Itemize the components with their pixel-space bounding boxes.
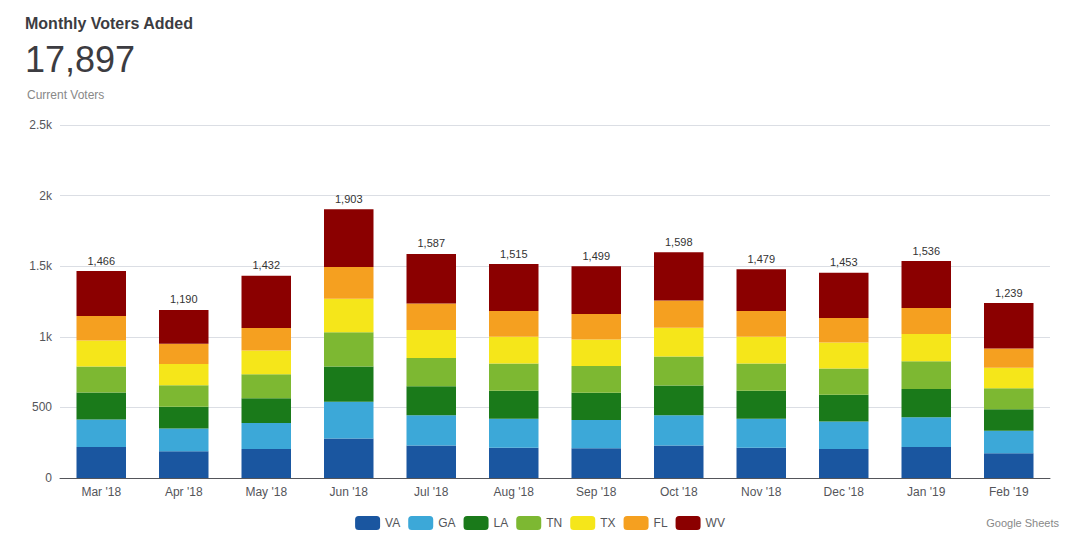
svg-text:Jan '19: Jan '19	[907, 485, 946, 499]
svg-text:500: 500	[32, 400, 52, 414]
svg-text:Mar '18: Mar '18	[81, 485, 121, 499]
svg-text:Sep '18: Sep '18	[576, 485, 617, 499]
svg-text:1,587: 1,587	[417, 237, 445, 249]
svg-text:TN: TN	[546, 516, 562, 530]
svg-text:1,479: 1,479	[747, 253, 775, 265]
svg-text:TX: TX	[600, 516, 615, 530]
svg-text:1,598: 1,598	[665, 236, 693, 248]
svg-text:2.5k: 2.5k	[29, 118, 53, 132]
svg-text:Oct '18: Oct '18	[660, 485, 698, 499]
svg-text:1,466: 1,466	[87, 255, 115, 267]
svg-text:0: 0	[45, 471, 52, 485]
svg-text:2k: 2k	[39, 189, 53, 203]
svg-text:1.5k: 1.5k	[29, 259, 53, 273]
svg-text:Nov '18: Nov '18	[741, 485, 782, 499]
svg-text:17,897: 17,897	[25, 39, 135, 80]
svg-text:1,432: 1,432	[252, 259, 280, 271]
svg-text:Jul '18: Jul '18	[414, 485, 449, 499]
svg-text:1,190: 1,190	[170, 293, 198, 305]
svg-text:1,903: 1,903	[335, 193, 363, 205]
svg-text:1k: 1k	[39, 330, 53, 344]
svg-text:1,239: 1,239	[995, 287, 1023, 299]
svg-text:Dec '18: Dec '18	[824, 485, 865, 499]
svg-text:WV: WV	[706, 516, 725, 530]
svg-text:LA: LA	[494, 516, 509, 530]
svg-text:Google Sheets: Google Sheets	[986, 517, 1059, 529]
svg-text:GA: GA	[438, 516, 455, 530]
svg-text:Monthly Voters Added: Monthly Voters Added	[25, 15, 193, 32]
svg-text:1,453: 1,453	[830, 256, 858, 268]
svg-text:Apr '18: Apr '18	[165, 485, 203, 499]
svg-text:Current Voters: Current Voters	[27, 88, 104, 102]
svg-text:Aug '18: Aug '18	[494, 485, 535, 499]
svg-text:1,499: 1,499	[582, 250, 610, 262]
svg-text:Feb '19: Feb '19	[989, 485, 1029, 499]
svg-text:1,536: 1,536	[912, 245, 940, 257]
svg-text:May '18: May '18	[245, 485, 287, 499]
svg-text:Jun '18: Jun '18	[330, 485, 369, 499]
svg-text:1,515: 1,515	[500, 248, 528, 260]
svg-text:FL: FL	[654, 516, 668, 530]
svg-text:VA: VA	[385, 516, 400, 530]
